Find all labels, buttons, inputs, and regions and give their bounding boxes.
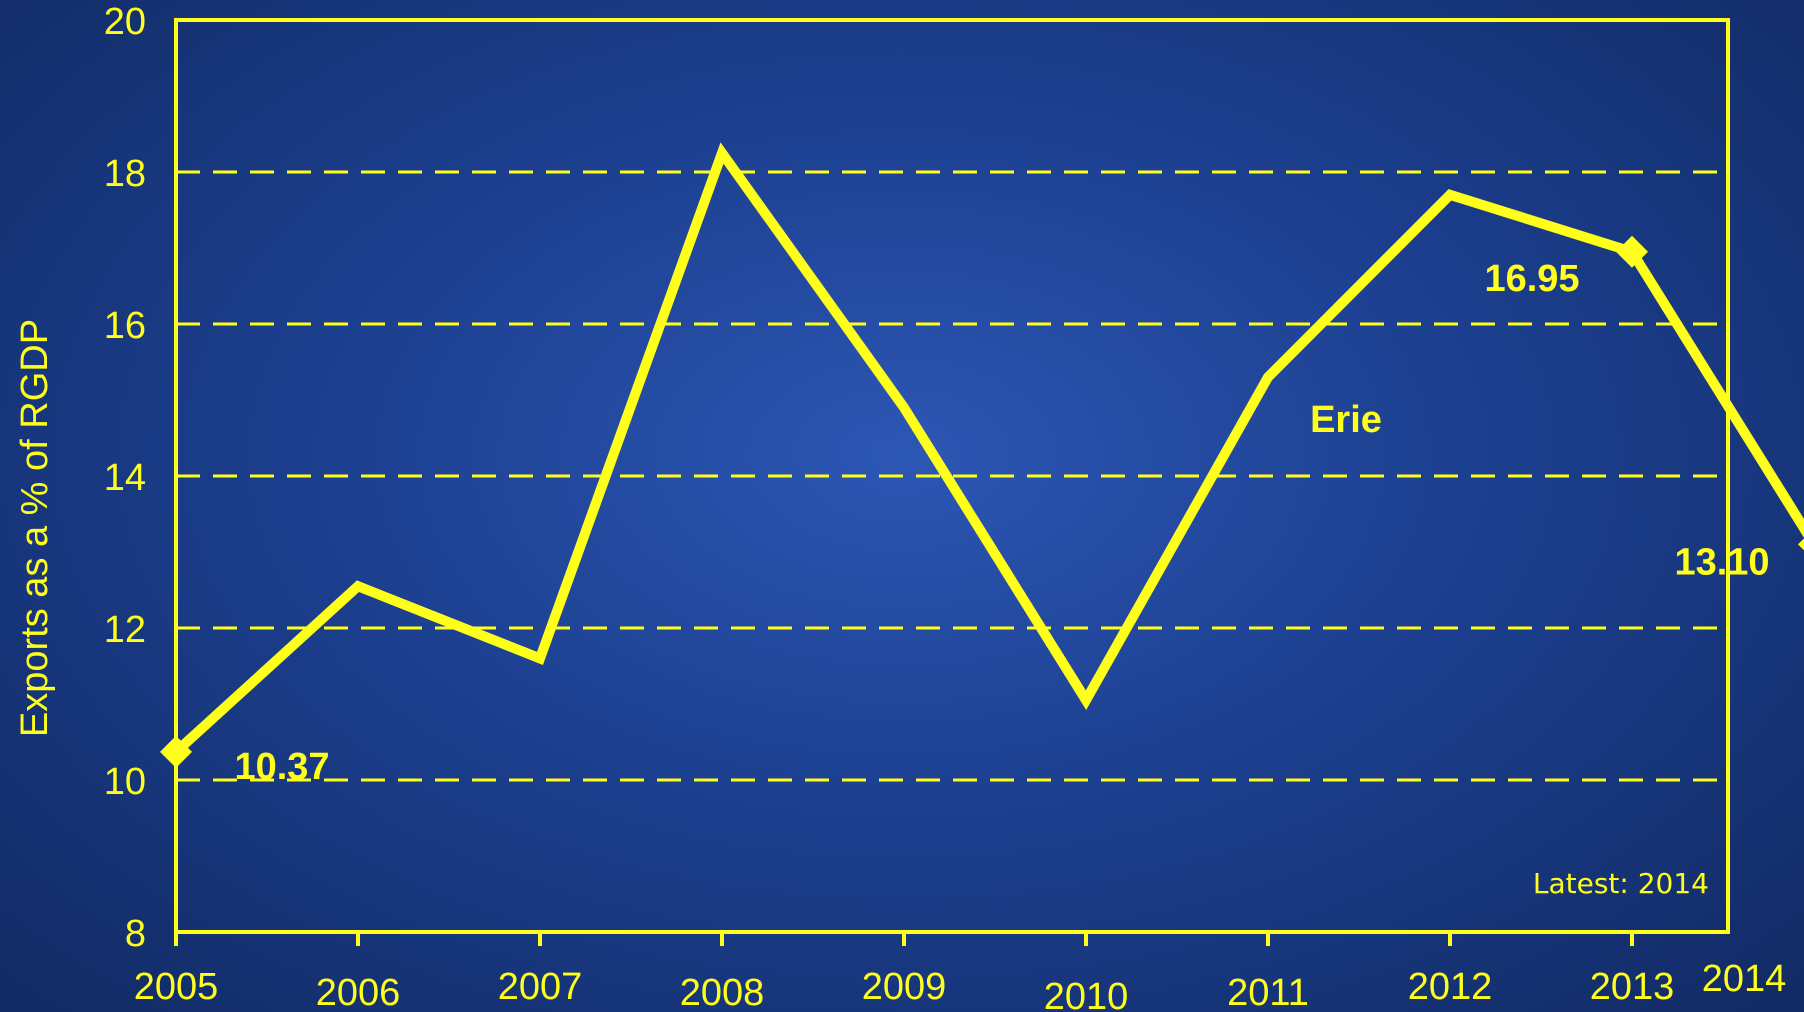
x-tick-label-2011: 2011 xyxy=(1227,972,1309,1012)
x-tick-label-2007: 2007 xyxy=(498,966,583,1008)
y-tick-label-16: 16 xyxy=(104,305,146,347)
y-tick-label-10: 10 xyxy=(104,761,146,803)
x-tick-label-2012: 2012 xyxy=(1408,966,1493,1008)
plot-frame xyxy=(174,18,1730,934)
y-tick-label-18: 18 xyxy=(104,153,146,195)
x-tick-label-2008: 2008 xyxy=(680,972,765,1012)
x-tick-label-2010: 2010 xyxy=(1044,976,1129,1012)
y-axis-ticks: 8 10 12 14 16 18 20 xyxy=(104,1,146,955)
y-tick-label-14: 14 xyxy=(104,457,146,499)
x-axis-ticks: 2005 2006 2007 2008 2009 2010 2011 2012 2013 2014 xyxy=(134,932,1787,1012)
x-tick-label-2014: 2014 xyxy=(1702,958,1787,1000)
data-labels: 10.37 16.95 13.10 xyxy=(234,258,1769,788)
data-label-2005: 10.37 xyxy=(234,746,329,788)
data-label-2014: 13.10 xyxy=(1674,541,1769,583)
x-tick-label-2006: 2006 xyxy=(316,972,401,1012)
marker-2014 xyxy=(1798,538,1804,551)
x-tick-label-2005: 2005 xyxy=(134,966,219,1008)
marker-2013 xyxy=(1616,235,1648,268)
x-tick-label-2009: 2009 xyxy=(862,966,947,1008)
x-tick-label-2013: 2013 xyxy=(1590,966,1675,1008)
data-label-2013: 16.95 xyxy=(1484,258,1579,300)
marker-2005 xyxy=(160,735,192,768)
y-tick-label-8: 8 xyxy=(125,913,146,955)
latest-note: Latest: 2014 xyxy=(1533,867,1709,900)
series-label-erie: Erie xyxy=(1310,399,1382,441)
data-markers xyxy=(160,235,1804,768)
y-tick-label-20: 20 xyxy=(104,1,146,43)
y-tick-label-12: 12 xyxy=(104,609,146,651)
y-axis-label: Exports as a % of RGDP xyxy=(14,319,56,737)
series-line-erie xyxy=(172,142,1804,756)
